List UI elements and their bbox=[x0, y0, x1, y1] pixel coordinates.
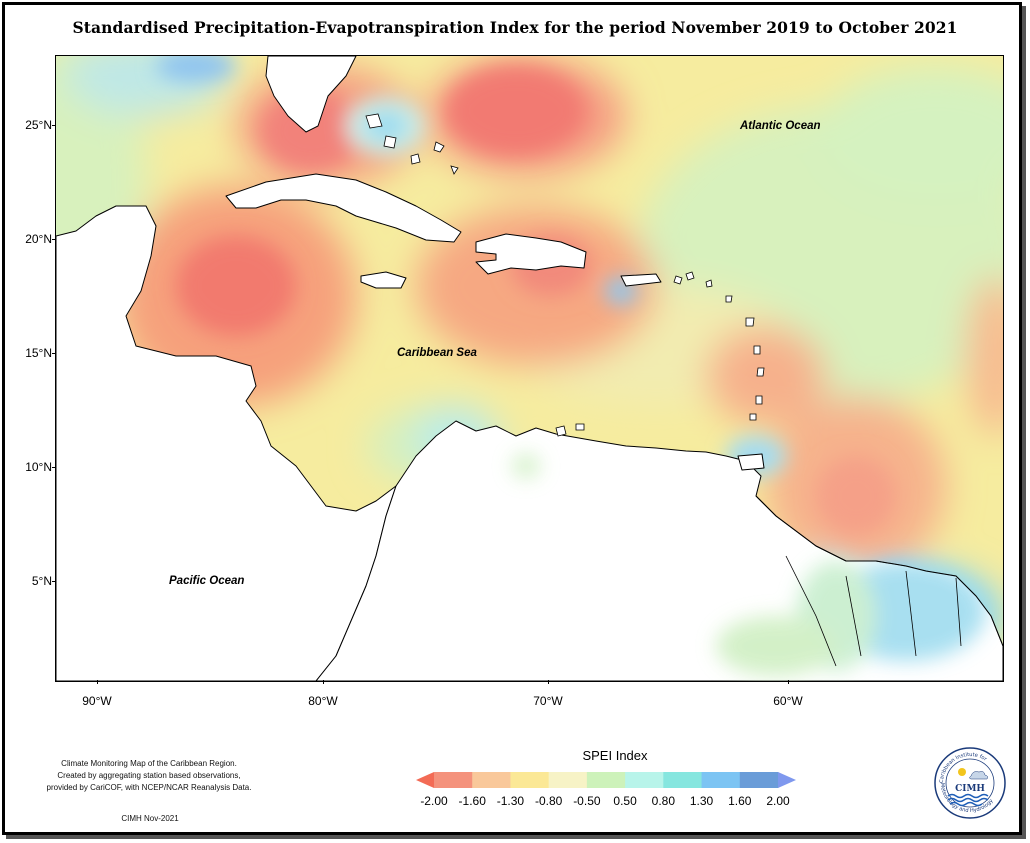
ocean-label-caribbean: Caribbean Sea bbox=[397, 347, 477, 359]
borders-guianas bbox=[785, 555, 962, 667]
cimh-logo: Caribbean Institute for Meteorology and … bbox=[934, 747, 1006, 819]
lon-label-60w: 60°W bbox=[773, 694, 803, 708]
lat-tick bbox=[52, 239, 56, 240]
credits-line-1: Climate Monitoring Map of the Caribbean … bbox=[61, 759, 237, 768]
legend-swatch bbox=[778, 772, 796, 788]
legend-swatch bbox=[625, 772, 664, 788]
lon-tick bbox=[323, 680, 324, 684]
lon-tick bbox=[788, 680, 789, 684]
legend-ticks: -2.00 -1.60 -1.30 -0.80 -0.50 0.50 0.80 1.30 1.6… bbox=[416, 794, 796, 810]
legend-swatch bbox=[416, 772, 434, 788]
land-puerto-rico bbox=[620, 273, 662, 287]
lon-tick bbox=[548, 680, 549, 684]
credits-line-2: Created by aggregating station based obs… bbox=[57, 771, 241, 780]
lat-tick bbox=[52, 467, 56, 468]
land-cuba bbox=[225, 173, 462, 243]
lon-label-90w: 90°W bbox=[82, 694, 112, 708]
legend-swatch bbox=[701, 772, 741, 788]
legend-tick-label: 1.30 bbox=[689, 794, 714, 808]
lat-label-20n: 20°N bbox=[25, 232, 52, 246]
spei-map-canvas bbox=[56, 56, 1003, 681]
legend-tick-label: 0.80 bbox=[651, 794, 675, 808]
legend-swatch bbox=[472, 772, 511, 788]
credits-date: CIMH Nov-2021 bbox=[121, 814, 179, 823]
legend-tick-label: 1.60 bbox=[728, 794, 752, 808]
land-jamaica bbox=[360, 271, 407, 289]
waves-icon bbox=[947, 793, 989, 807]
small-islands bbox=[365, 113, 765, 437]
lat-tick bbox=[52, 353, 56, 354]
land-trinidad bbox=[737, 453, 765, 471]
legend-swatch bbox=[586, 772, 626, 788]
lat-label-5n: 5°N bbox=[31, 574, 52, 588]
lat-label-25n: 25°N bbox=[25, 118, 52, 132]
credits: Climate Monitoring Map of the Caribbean … bbox=[18, 758, 280, 794]
spei-map bbox=[55, 55, 1004, 682]
ocean-label-pacific: Pacific Ocean bbox=[169, 575, 245, 587]
logo-name: CIMH bbox=[955, 784, 985, 794]
legend-title: SPEI Index bbox=[582, 748, 648, 763]
land-hispaniola bbox=[475, 233, 587, 275]
coast-guianas bbox=[755, 495, 1003, 647]
lon-tick bbox=[97, 680, 98, 684]
legend-tick-label: 0.50 bbox=[613, 794, 637, 808]
cloud-icon bbox=[969, 771, 988, 780]
credits-line-3: provided by CariCOF, with NCEP/NCAR Rean… bbox=[46, 783, 252, 792]
legend-tick-label: -1.30 bbox=[496, 794, 525, 808]
guianas-field bbox=[512, 454, 986, 676]
legend-tick-label: 2.00 bbox=[766, 794, 790, 808]
legend-swatch bbox=[548, 772, 588, 788]
map-title: Standardised Precipitation-Evapotranspir… bbox=[72, 18, 958, 37]
legend-swatch bbox=[510, 772, 550, 788]
legend-swatch bbox=[434, 772, 473, 788]
ocean-label-atlantic: Atlantic Ocean bbox=[740, 120, 821, 132]
land-florida bbox=[265, 56, 357, 133]
lat-tick bbox=[52, 125, 56, 126]
lat-label-15n: 15°N bbox=[25, 346, 52, 360]
legend-tick-label: -0.80 bbox=[534, 794, 563, 808]
lat-tick bbox=[52, 581, 56, 582]
legend-tick-label: -1.60 bbox=[458, 794, 486, 808]
sun-icon bbox=[958, 768, 966, 776]
lon-label-70w: 70°W bbox=[533, 694, 563, 708]
legend-colorbar bbox=[416, 772, 796, 788]
legend-swatch bbox=[663, 772, 703, 788]
lon-label-80w: 80°W bbox=[308, 694, 338, 708]
legend-tick-label: -0.50 bbox=[573, 794, 601, 808]
legend-tick-label: -2.00 bbox=[420, 794, 448, 808]
legend-swatch bbox=[739, 772, 779, 788]
lat-label-10n: 10°N bbox=[25, 460, 52, 474]
